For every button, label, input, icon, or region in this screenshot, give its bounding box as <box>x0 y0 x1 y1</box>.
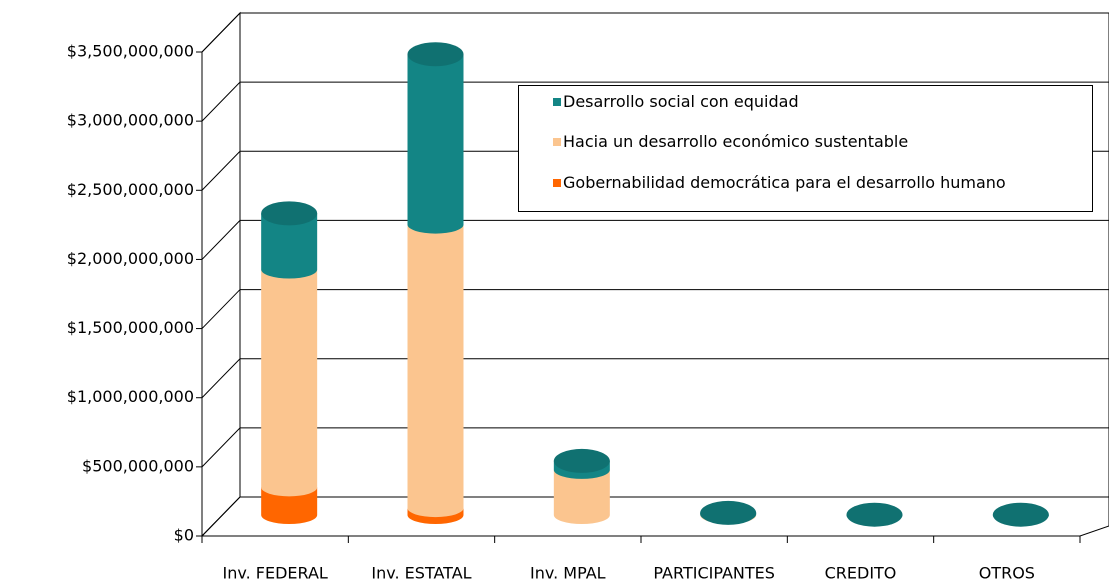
x-tick-label: Inv. ESTATAL <box>371 564 471 583</box>
floor <box>200 496 1109 537</box>
bar-segment <box>553 469 610 524</box>
cylinder-top <box>407 42 464 67</box>
legend-label: Gobernabilidad democrática para el desar… <box>563 173 1006 192</box>
grid-line <box>201 289 1109 329</box>
bar-segment <box>261 269 318 497</box>
legend-swatch <box>553 179 561 187</box>
grid-line <box>201 81 1109 122</box>
cylinder-body <box>261 213 318 279</box>
bar-segment <box>261 487 318 524</box>
y-tick-label: $2,500,000,000 <box>67 180 194 199</box>
grid-line <box>201 496 1109 537</box>
grid-line <box>201 427 1109 468</box>
y-tick-label: $3,500,000,000 <box>67 42 194 61</box>
legend: Desarrollo social con equidad Hacia un de… <box>518 85 1093 212</box>
grid-line <box>201 12 1109 53</box>
legend-item: Desarrollo social con equidad <box>553 92 1063 111</box>
legend-item: Hacia un desarrollo económico sustentabl… <box>553 132 1063 151</box>
cylinder-body <box>407 224 464 518</box>
legend-swatch <box>553 138 561 146</box>
x-tick-label: CREDITO <box>825 564 897 583</box>
cylinder-top <box>261 201 318 226</box>
cylinder-body <box>553 469 610 524</box>
legend-label: Desarrollo social con equidad <box>563 92 799 111</box>
y-tick-label: $1,500,000,000 <box>67 318 194 337</box>
x-tick-label: PARTICIPANTES <box>653 564 774 583</box>
bar-segment <box>407 54 464 234</box>
cylinder-body <box>261 269 318 497</box>
cylinder-top <box>553 448 610 473</box>
y-tick-label: $3,000,000,000 <box>67 111 194 130</box>
side-wall <box>201 11 241 538</box>
x-tick-label: Inv. MPAL <box>530 564 606 583</box>
bar-segment <box>407 224 464 518</box>
cylinder-top <box>846 502 903 527</box>
y-tick-label: $500,000,000 <box>82 456 194 475</box>
bar-segment <box>261 213 318 279</box>
grid-line <box>201 358 1109 399</box>
cylinder-top <box>992 502 1049 527</box>
grid-line <box>201 219 1109 260</box>
cylinder-body <box>407 54 464 234</box>
cylinder-body <box>261 487 318 524</box>
x-tick-label: Inv. FEDERAL <box>223 564 328 583</box>
y-tick-label: $1,000,000,000 <box>67 387 194 406</box>
y-tick-label: $2,000,000,000 <box>67 249 194 268</box>
legend-swatch <box>553 98 561 106</box>
legend-item: Gobernabilidad democrática para el desar… <box>553 173 1063 192</box>
y-tick-label: $0 <box>174 526 194 545</box>
cylinder-top <box>700 500 757 525</box>
legend-label: Hacia un desarrollo económico sustentabl… <box>563 132 909 151</box>
x-tick-label: OTROS <box>979 564 1035 583</box>
